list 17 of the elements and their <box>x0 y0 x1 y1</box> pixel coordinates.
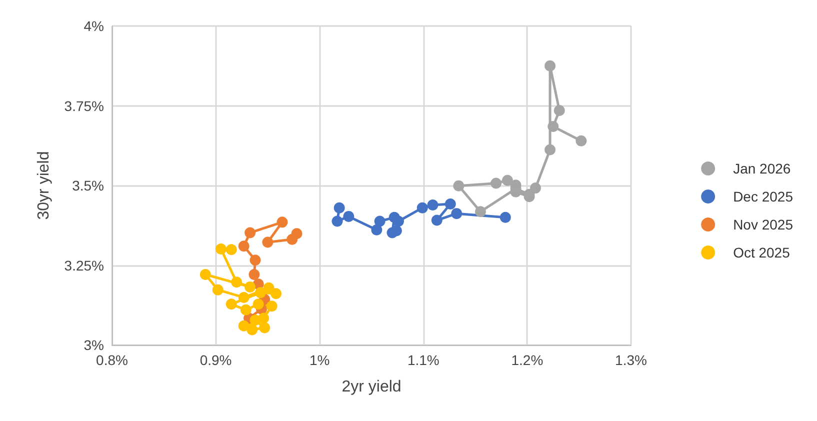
y-tick-label: 4% <box>84 18 104 34</box>
x-tick-label: 0.8% <box>96 352 128 368</box>
y-tick-label: 3.75% <box>64 98 104 114</box>
x-axis-title: 2yr yield <box>342 378 402 396</box>
x-tick-label: 1.1% <box>407 352 440 368</box>
y-tick-label: 3.25% <box>64 257 104 274</box>
y-axis-title: 30yr yield <box>36 151 52 220</box>
x-tick-label: 1% <box>309 352 330 368</box>
y-tick-label: 3.5% <box>72 178 104 194</box>
legend-label: Jan 2026 <box>733 160 791 176</box>
legend-label: Oct 2025 <box>733 244 790 260</box>
x-tick-label: 0.9% <box>200 352 232 368</box>
legend-label: Dec 2025 <box>733 188 794 204</box>
legend-label: Nov 2025 <box>733 216 794 232</box>
y-tick-label: 3% <box>84 337 104 353</box>
x-tick-label: 1.3% <box>615 352 647 368</box>
x-tick-label: 1.2% <box>511 352 544 368</box>
